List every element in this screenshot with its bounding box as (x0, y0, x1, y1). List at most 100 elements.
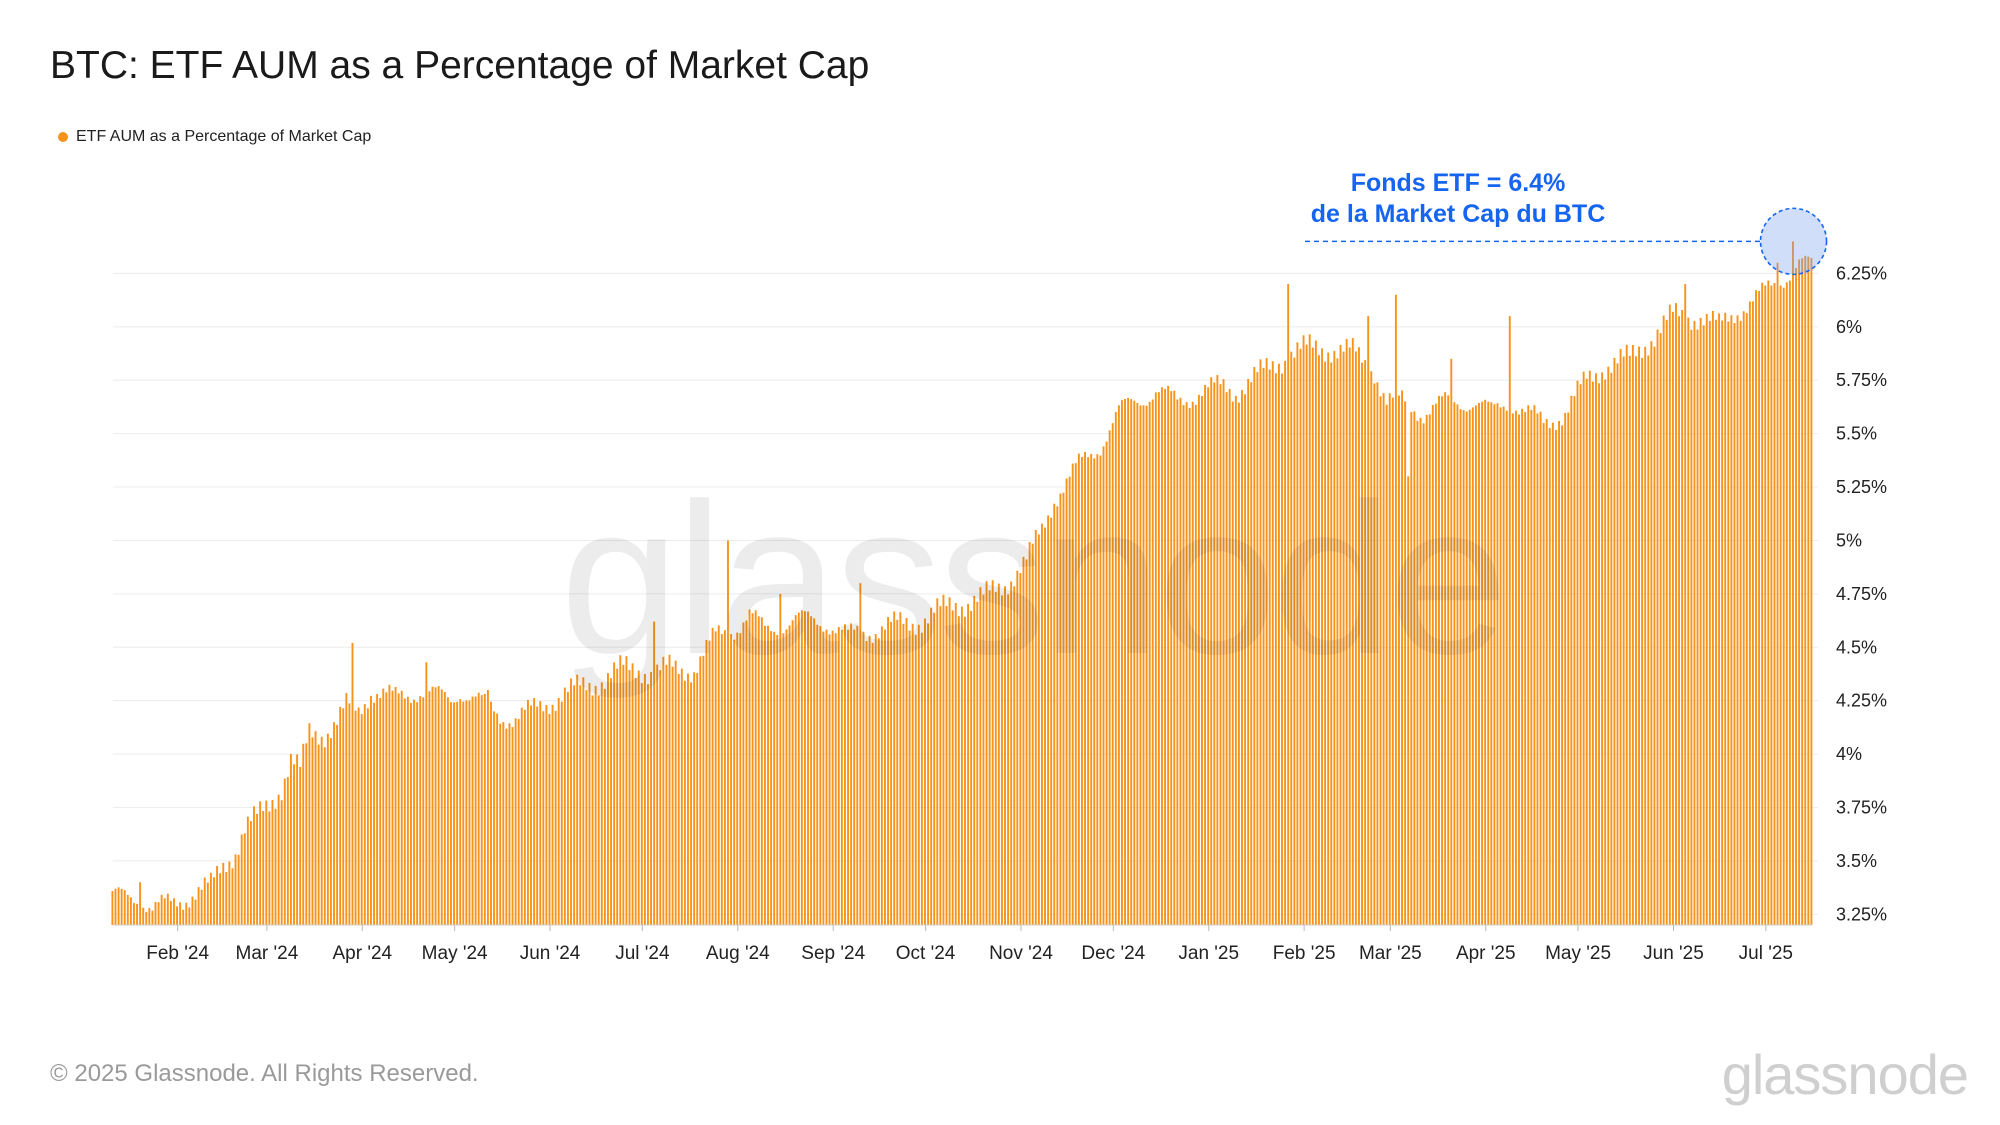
data-bar (182, 909, 185, 925)
data-bar (446, 697, 449, 925)
data-bar (1237, 402, 1240, 925)
data-bar (1428, 414, 1431, 925)
data-bar (410, 702, 412, 925)
data-bar (1425, 414, 1428, 925)
data-bar (1622, 356, 1625, 925)
data-bar (791, 620, 794, 925)
data-bar (1114, 412, 1117, 925)
data-bar (1213, 382, 1216, 925)
data-bar (884, 629, 886, 925)
data-bar (1518, 414, 1520, 925)
data-bar (600, 682, 603, 925)
x-tick-label: Mar '24 (236, 943, 299, 964)
data-bar (302, 743, 305, 925)
data-bar (1785, 282, 1788, 925)
chart-legend[interactable]: ETF AUM as a Percentage of Market Cap (58, 128, 371, 146)
data-bar (1641, 357, 1644, 925)
data-bar (1311, 347, 1314, 925)
data-bar (803, 611, 806, 925)
data-bar (1302, 335, 1305, 925)
data-bar (1102, 446, 1105, 925)
data-bar (1758, 290, 1761, 926)
data-bar (887, 617, 889, 925)
data-bar (1576, 380, 1579, 925)
data-bar (1416, 420, 1419, 925)
data-bar (1031, 543, 1034, 925)
glassnode-logo[interactable]: glassnode (1721, 1043, 1969, 1106)
annotation-line-2: de la Market Cap du BTC (1310, 200, 1606, 228)
data-bar (114, 888, 117, 925)
data-bar (1656, 329, 1659, 925)
data-bar (1681, 309, 1684, 926)
data-bar (1595, 373, 1597, 925)
data-bar (1404, 401, 1407, 925)
data-bar (776, 635, 779, 925)
x-tick-label: Feb '25 (1273, 943, 1336, 964)
data-bar (1167, 385, 1170, 926)
data-bar (434, 687, 437, 925)
y-tick-label: 5% (1836, 530, 1862, 550)
data-bar (366, 708, 369, 925)
y-tick-label: 6% (1836, 317, 1862, 337)
data-bar (1496, 403, 1499, 925)
data-bar (1007, 594, 1010, 925)
data-bar (1179, 397, 1182, 925)
data-bar (1062, 492, 1065, 925)
data-bar (1277, 363, 1280, 925)
data-bar (277, 794, 280, 925)
data-bar (616, 668, 619, 925)
data-bar (1742, 311, 1745, 926)
data-bar (853, 629, 856, 925)
data-bar (890, 621, 893, 925)
data-bar (1511, 413, 1514, 925)
data-bar (1093, 458, 1096, 925)
bar-series[interactable] (111, 241, 1813, 926)
data-bar (640, 683, 643, 925)
data-bar (896, 619, 899, 925)
data-bar (1345, 339, 1348, 926)
data-bar (634, 677, 637, 925)
data-bar (154, 901, 157, 925)
data-bar (788, 625, 791, 925)
data-bar (382, 688, 385, 925)
data-bar (1610, 372, 1613, 925)
annotation-line-1: Fonds ETF = 6.4% (1350, 169, 1566, 197)
data-bar (659, 670, 662, 925)
data-bar (1410, 412, 1413, 926)
data-bar (551, 704, 554, 925)
data-bar (1514, 410, 1517, 925)
y-axis: 3.25% 3.5% 3.75% 4% 4.25% 4.5% 4.75% 5% 5.25% 5.5… (1836, 263, 1887, 924)
data-bar (782, 633, 785, 925)
data-bar (1050, 517, 1053, 925)
data-bar (443, 692, 446, 925)
data-bar (1696, 329, 1699, 926)
data-bar (1434, 403, 1437, 925)
data-bar (1635, 356, 1637, 925)
data-bar (1767, 280, 1770, 926)
data-bar (1527, 405, 1530, 925)
data-bar (757, 616, 760, 925)
data-bar (1721, 320, 1724, 926)
data-bar (1204, 384, 1207, 925)
data-bar (406, 696, 409, 925)
data-bar (120, 888, 123, 925)
data-bar (1010, 581, 1013, 925)
data-bar (342, 708, 345, 925)
y-tick-label: 4.25% (1836, 691, 1887, 711)
data-bar (1693, 320, 1696, 926)
data-bar (1447, 395, 1450, 925)
data-bar (979, 587, 982, 925)
data-bar (493, 711, 496, 925)
data-bar (1468, 409, 1471, 925)
data-bar (1305, 344, 1308, 925)
y-tick-label: 4.75% (1836, 584, 1887, 604)
data-bar (1465, 411, 1468, 925)
data-bar (1327, 352, 1330, 925)
data-bar (1456, 404, 1459, 925)
data-bar (1533, 405, 1536, 925)
data-bar (647, 684, 649, 925)
data-bar (1782, 287, 1785, 925)
data-bar (1570, 395, 1573, 925)
data-bar (1262, 367, 1265, 926)
data-bar (1431, 404, 1434, 926)
